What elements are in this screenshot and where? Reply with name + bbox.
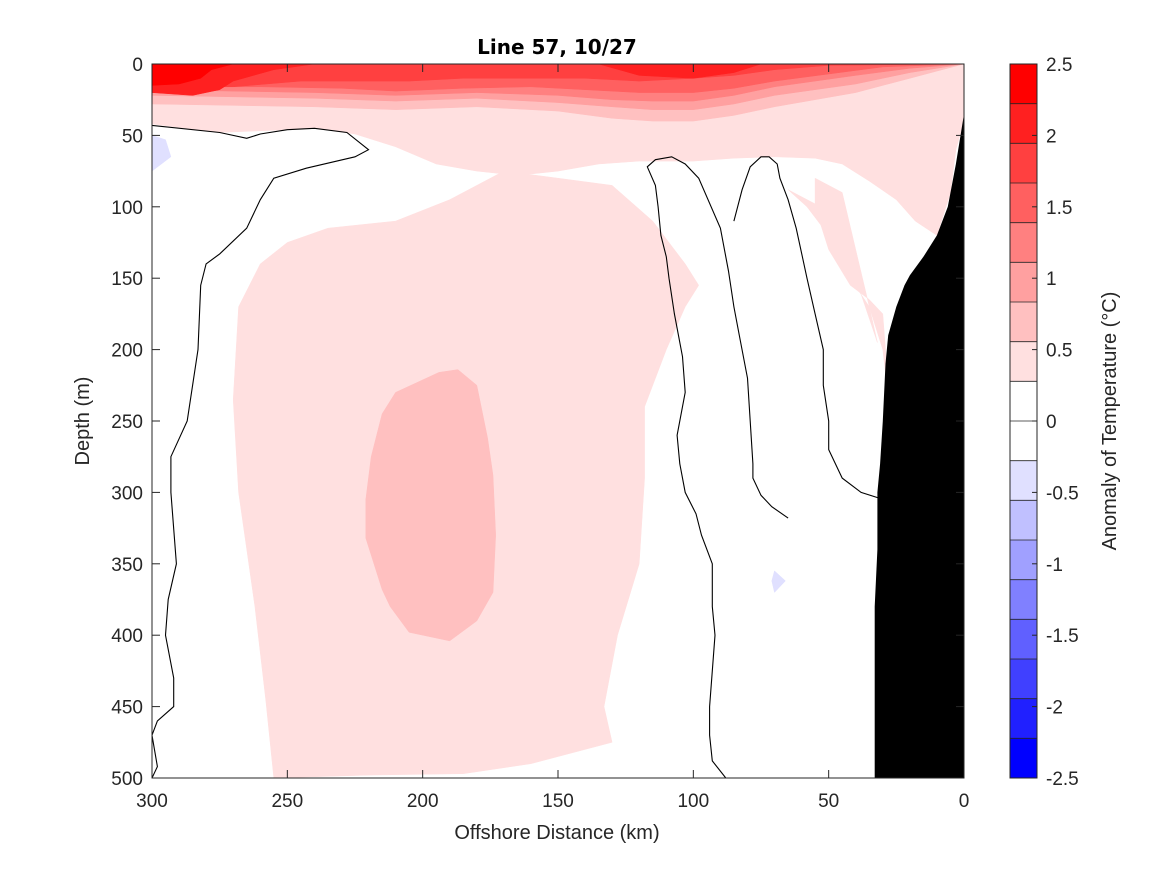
colorbar-tick-label: 1.5 xyxy=(1046,198,1072,219)
colorbar-segment xyxy=(1010,103,1037,144)
zero-contour-line-1 xyxy=(646,156,789,778)
colorbar-label: Anomaly of Temperature (°C) xyxy=(1099,292,1121,551)
colorbar-segment xyxy=(1010,619,1037,660)
x-axis-label: Offshore Distance (km) xyxy=(454,822,659,844)
colorbar-segment xyxy=(1010,302,1037,342)
colorbar-segment xyxy=(1010,460,1037,501)
chart-title: Line 57, 10/27 xyxy=(477,35,637,59)
y-tick-label: 400 xyxy=(111,626,143,647)
colorbar-segment xyxy=(1010,64,1037,104)
y-tick-label: 250 xyxy=(111,412,143,433)
colorbar-tick-label: -1.5 xyxy=(1046,626,1079,647)
colorbar-segment xyxy=(1010,421,1037,461)
y-tick-label: 150 xyxy=(111,269,143,290)
colorbar-tick-label: -1 xyxy=(1046,555,1063,576)
y-tick-label: 300 xyxy=(111,483,143,504)
x-tick-label: 0 xyxy=(959,791,970,812)
contour-lines xyxy=(152,124,889,778)
y-tick-label: 50 xyxy=(122,126,143,147)
contour-fill-3 xyxy=(787,189,878,343)
colorbar-segment xyxy=(1010,540,1037,580)
land-polygon xyxy=(874,114,964,778)
colorbar-segment xyxy=(1010,262,1037,303)
colorbar: 2.5 2 1.5 1 0.5 0 -0.5 -1 -1.5 -2 -2.5 xyxy=(1009,55,1079,790)
land-mask xyxy=(874,114,964,778)
y-tick-label: 450 xyxy=(111,698,143,719)
x-tick-label: 250 xyxy=(271,791,303,812)
y-axis: 0 50 100 150 200 250 300 350 400 450 500 xyxy=(111,55,964,790)
colorbar-tick-label: -0.5 xyxy=(1046,483,1079,504)
x-tick-label: 300 xyxy=(136,791,168,812)
colorbar-segment xyxy=(1010,579,1037,620)
colorbar-segment xyxy=(1010,183,1037,223)
x-axis: 300 250 200 150 100 50 0 xyxy=(136,64,969,812)
y-tick-label: 500 xyxy=(111,769,143,790)
zero-contour-line-0 xyxy=(152,124,370,778)
x-tick-label: 200 xyxy=(407,791,439,812)
colorbar-segment xyxy=(1010,222,1037,263)
y-axis-label: Depth (m) xyxy=(72,377,94,466)
contour-fill-11 xyxy=(598,64,762,79)
y-tick-label: 100 xyxy=(111,198,143,219)
colorbar-segment xyxy=(1010,143,1037,184)
x-tick-label: 50 xyxy=(818,791,839,812)
x-tick-label: 150 xyxy=(542,791,574,812)
contour-fill-12 xyxy=(152,64,234,86)
contour-fill-13 xyxy=(152,135,172,172)
y-tick-label: 0 xyxy=(132,55,143,76)
y-tick-label: 200 xyxy=(111,341,143,362)
x-tick-label: 100 xyxy=(677,791,709,812)
colorbar-tick-label: 2.5 xyxy=(1046,55,1072,76)
contour-fill-9 xyxy=(152,64,964,88)
colorbar-tick-label: -2.5 xyxy=(1046,769,1079,790)
colorbar-tick-label: -2 xyxy=(1046,698,1063,719)
contour-fill-14 xyxy=(771,570,786,593)
colorbar-tick-label: 0.5 xyxy=(1046,341,1072,362)
colorbar-tick-label: 1 xyxy=(1046,269,1057,290)
zero-contour-line-2 xyxy=(733,156,889,502)
colorbar-segment xyxy=(1010,659,1037,699)
colorbar-segment xyxy=(1010,381,1037,422)
contour-fills xyxy=(152,64,964,778)
colorbar-segment xyxy=(1010,698,1037,739)
colorbar-tick-label: 0 xyxy=(1046,412,1057,433)
colorbar-segment xyxy=(1010,738,1037,779)
colorbar-segment xyxy=(1010,500,1037,541)
contour-fill-4 xyxy=(365,369,496,642)
y-tick-label: 350 xyxy=(111,555,143,576)
colorbar-tick-label: 2 xyxy=(1046,126,1057,147)
colorbar-segment xyxy=(1010,341,1037,382)
